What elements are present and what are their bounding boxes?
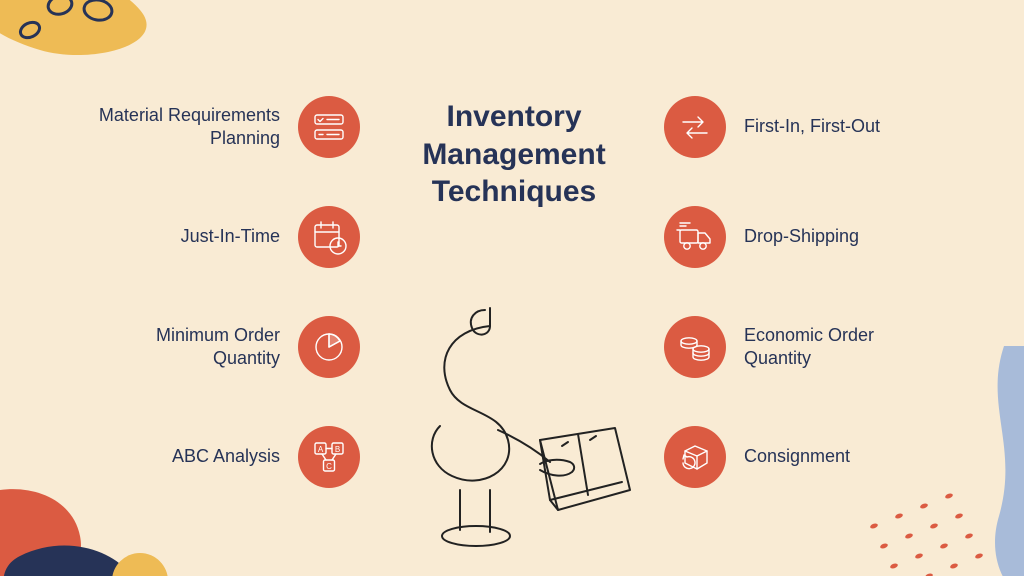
technique-item: ABC Analysis bbox=[0, 426, 360, 488]
infographic-canvas: Inventory Management Techniques Material… bbox=[0, 0, 1024, 576]
technique-item: First-In, First-Out bbox=[664, 96, 1024, 158]
technique-item: Just-In-Time bbox=[0, 206, 360, 268]
truck-icon bbox=[664, 206, 726, 268]
technique-item: Material RequirementsPlanning bbox=[0, 96, 360, 158]
technique-label: Just-In-Time bbox=[181, 225, 280, 248]
coins-icon bbox=[664, 316, 726, 378]
technique-label: First-In, First-Out bbox=[744, 115, 880, 138]
technique-item: Drop-Shipping bbox=[664, 206, 1024, 268]
page-title: Inventory Management Techniques bbox=[384, 98, 644, 211]
decor-top-left bbox=[0, 0, 230, 90]
technique-label: ABC Analysis bbox=[172, 445, 280, 468]
abc-icon bbox=[298, 426, 360, 488]
calendar-clock-icon bbox=[298, 206, 360, 268]
pie-icon bbox=[298, 316, 360, 378]
technique-item: Consignment bbox=[664, 426, 1024, 488]
technique-label: Consignment bbox=[744, 445, 850, 468]
technique-label: Material RequirementsPlanning bbox=[99, 104, 280, 151]
technique-item: Economic OrderQuantity bbox=[664, 316, 1024, 378]
center-illustration bbox=[390, 290, 640, 560]
title-line1: Inventory bbox=[384, 98, 644, 136]
technique-item: Minimum OrderQuantity bbox=[0, 316, 360, 378]
box-return-icon bbox=[664, 426, 726, 488]
technique-label: Economic OrderQuantity bbox=[744, 324, 874, 371]
title-line3: Techniques bbox=[384, 173, 644, 211]
arrows-icon bbox=[664, 96, 726, 158]
title-line2: Management bbox=[384, 136, 644, 174]
checklist-icon bbox=[298, 96, 360, 158]
technique-label: Minimum OrderQuantity bbox=[156, 324, 280, 371]
technique-label: Drop-Shipping bbox=[744, 225, 859, 248]
